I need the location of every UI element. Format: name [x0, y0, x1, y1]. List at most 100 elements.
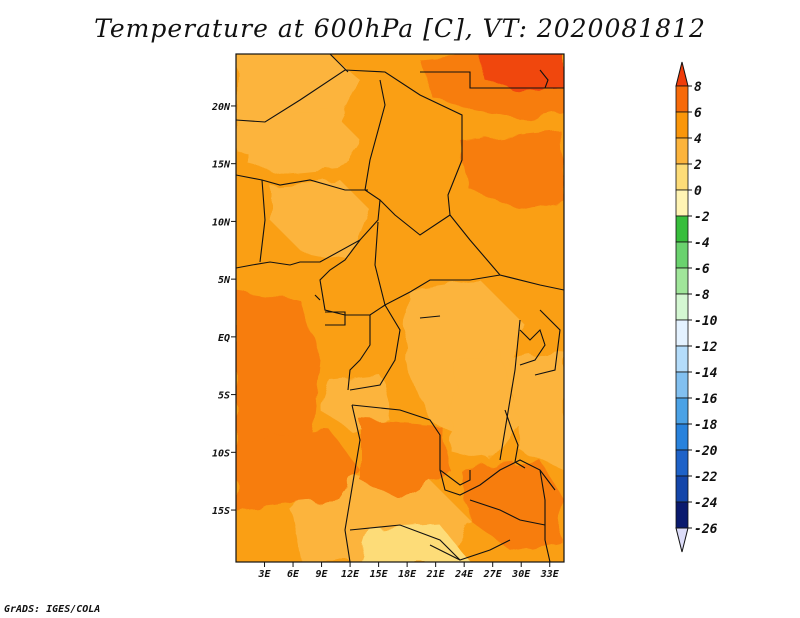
field-band-0-2: [510, 350, 564, 470]
colorbar-swatch: [675, 267, 689, 295]
border-line: [236, 69, 564, 291]
colorbar-label: -26: [694, 522, 718, 537]
colorbar-label: -2: [694, 210, 710, 225]
border-line: [539, 69, 549, 89]
colorbar-swatch: [675, 215, 689, 243]
border-line: [351, 404, 471, 486]
border-line: [314, 294, 321, 301]
colorbar-label: 6: [694, 106, 702, 121]
colorbar-label: -6: [694, 262, 710, 277]
lon-tick-label: 21E: [426, 569, 446, 580]
lon-tick-label: 33E: [540, 569, 560, 580]
lon-tick-label: 30E: [511, 569, 531, 580]
lon-tick-label: 18E: [398, 569, 417, 580]
country-borders: [236, 54, 564, 562]
border-line: [329, 54, 349, 73]
field-band-4-6: [460, 130, 564, 210]
map-title: Temperature at 600hPa [C], VT: 202008181…: [94, 14, 706, 43]
lon-tick-label: 9E: [316, 569, 329, 580]
colorbar-label: -12: [694, 340, 718, 355]
border-line: [519, 328, 546, 366]
border-line: [379, 199, 451, 236]
colorbar-swatch: [675, 163, 689, 191]
border-line: [349, 524, 461, 561]
field-band-4-6: [460, 460, 564, 550]
border-line: [319, 239, 361, 316]
field-band-4-6: [360, 420, 450, 500]
colorbar-label: -14: [694, 366, 718, 381]
lon-tick-label: 6E: [287, 569, 300, 580]
colorbar-swatch: [675, 319, 689, 347]
field-band-0-2: [270, 180, 370, 260]
colorbar-swatch: [675, 501, 689, 529]
lat-tick-label: 15N: [212, 160, 231, 171]
lat-tick-label: 5N: [218, 275, 231, 286]
colorbar-swatch: [675, 111, 689, 139]
colorbar-bottom-arrow: [675, 527, 689, 553]
border-line: [514, 461, 526, 469]
lat-tick-label: 10S: [212, 448, 230, 459]
colorbar-swatch: [675, 475, 689, 503]
colorbar-swatch: [675, 241, 689, 269]
border-line: [344, 404, 361, 562]
lon-tick-label: 27E: [483, 569, 503, 580]
border-line: [469, 499, 546, 526]
colorbar-label: -10: [694, 314, 718, 329]
lat-tick-label: 20N: [211, 102, 231, 113]
colorbar-swatch: [675, 293, 689, 321]
colorbar-label: -4: [694, 236, 710, 251]
border-line: [419, 315, 441, 319]
colorbar-label: -20: [694, 444, 718, 459]
colorbar-label: -24: [694, 496, 718, 511]
map-frame: [235, 53, 565, 563]
lat-tick-label: EQ: [218, 333, 230, 344]
colorbar-swatch: [675, 397, 689, 425]
border-line: [259, 179, 266, 263]
colorbar-label: 8: [694, 80, 702, 95]
border-line: [325, 311, 346, 326]
border-line: [534, 309, 561, 376]
border-line: [420, 71, 564, 89]
colorbar: 8 6 4 2 0 -2 -4 -6 -8 -10 -12 -14 -16 -18 -20 -22 -24 -26: [675, 61, 718, 553]
axis-ticks: 20N 15N 10N 5N EQ 5S 10S 15S 3E 6E 9E 12E 15E 18E 21E 2…: [211, 102, 560, 580]
lat-tick-label: 5S: [218, 391, 230, 402]
border-line: [349, 304, 401, 391]
temperature-field: [236, 54, 564, 562]
colorbar-swatch: [675, 189, 689, 217]
colorbar-label: 2: [693, 158, 702, 173]
border-line: [236, 174, 368, 191]
colorbar-swatch: [675, 137, 689, 165]
colorbar-label: -18: [694, 418, 718, 433]
lon-tick-label: 15E: [370, 569, 389, 580]
colorbar-label: 0: [694, 184, 702, 199]
colorbar-swatch: [675, 449, 689, 477]
field-band-0-2: [320, 375, 390, 430]
lat-tick-label: 15S: [212, 506, 230, 517]
field-band-minus2-0: [360, 525, 470, 562]
colorbar-label: -16: [694, 392, 718, 407]
border-line: [374, 221, 501, 306]
colorbar-label: -8: [694, 288, 710, 303]
lon-tick-label: 3E: [257, 569, 271, 580]
colorbar-label: -22: [694, 470, 718, 485]
field-band-4-6: [236, 430, 360, 505]
colorbar-label: 4: [694, 132, 702, 147]
border-line: [439, 459, 556, 496]
field-band-0-2: [450, 350, 520, 460]
colorbar-swatch: [675, 371, 689, 399]
colorbar-swatch: [675, 345, 689, 373]
lon-tick-label: 24E: [454, 569, 474, 580]
lat-tick-label: 10N: [212, 217, 231, 228]
field-band-6-8: [480, 54, 564, 92]
border-line: [347, 315, 371, 391]
colorbar-swatch: [675, 423, 689, 451]
grads-credit: GrADS: IGES/COLA: [4, 604, 101, 615]
border-line: [499, 319, 521, 461]
colorbar-swatch: [675, 85, 689, 113]
field-band-0-2: [250, 110, 360, 175]
border-line: [429, 539, 511, 561]
colorbar-top-arrow: [675, 61, 689, 87]
border-line: [539, 469, 551, 562]
border-line: [504, 409, 519, 463]
